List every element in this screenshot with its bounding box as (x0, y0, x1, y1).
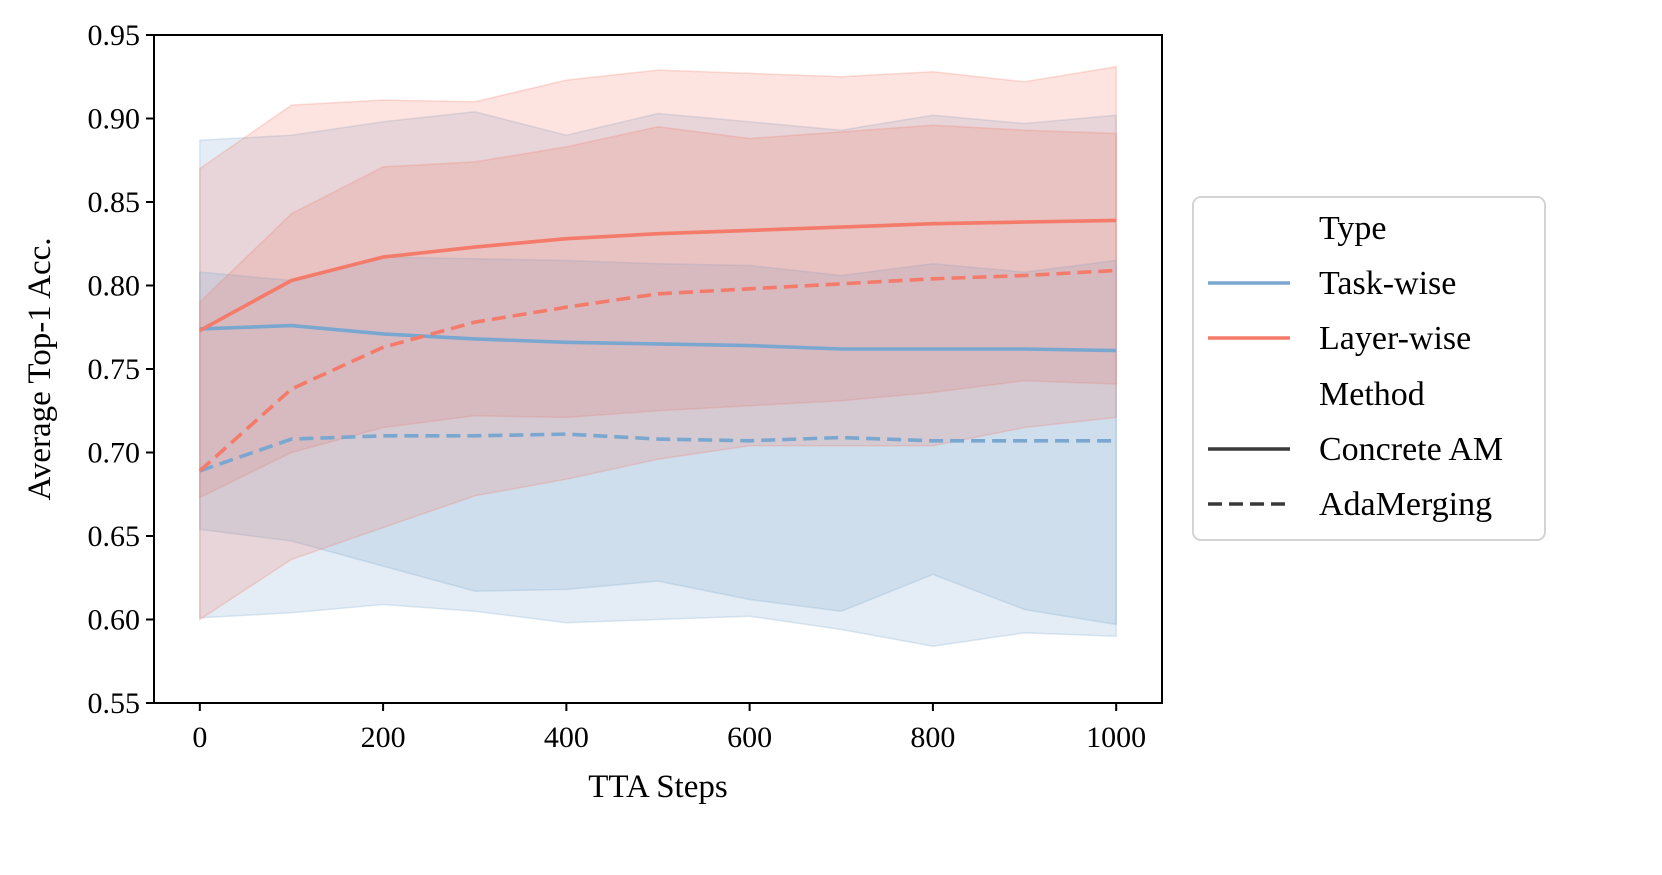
band-task-wise-concrete-am (199, 111, 1117, 626)
y-tick-label: 0.55 (88, 687, 141, 720)
y-tick-label: 0.80 (88, 270, 141, 303)
x-tick-label: 400 (544, 721, 589, 754)
y-axis: 0.55 0.60 0.65 0.70 0.75 0.80 0.85 0.90 0.95 (88, 19, 154, 720)
line-task-wise-adamerging (199, 432, 1117, 473)
series-lines (198, 218, 1117, 473)
y-tick-label: 0.90 (88, 103, 141, 136)
legend-heading-type: Type (1319, 210, 1387, 247)
y-tick-label: 0.60 (88, 604, 141, 637)
band-task-wise-adamerging (199, 256, 1117, 647)
y-axis-title: Average Top-1 Acc. (22, 237, 58, 500)
line-task-wise-concrete-am (199, 323, 1117, 353)
x-tick-label: 800 (910, 721, 955, 754)
x-tick-label: 1000 (1086, 721, 1146, 754)
y-tick-label: 0.70 (88, 437, 141, 470)
x-tick-label: 0 (192, 721, 207, 754)
line-layer-wise-adamerging (198, 268, 1117, 473)
x-axis-title: TTA Steps (588, 769, 727, 805)
y-tick-label: 0.75 (88, 353, 141, 386)
legend-label-adamerging: AdaMerging (1319, 486, 1492, 523)
x-axis: 0 200 400 600 800 1000 (192, 703, 1146, 754)
legend-heading-method: Method (1319, 376, 1425, 413)
band-layer-wise-concrete-am (199, 65, 1117, 499)
legend-label-layer-wise: Layer-wise (1319, 320, 1471, 357)
y-tick-label: 0.95 (88, 19, 141, 52)
legend-label-concrete-am: Concrete AM (1319, 431, 1503, 468)
legend-label-task-wise: Task-wise (1319, 265, 1456, 302)
line-layer-wise-concrete-am (198, 218, 1117, 333)
x-tick-label: 200 (361, 721, 406, 754)
band-layer-wise-adamerging (199, 124, 1117, 621)
x-tick-label: 600 (727, 721, 772, 754)
legend: Type Task-wise Layer-wise Method Concret… (1192, 196, 1546, 541)
y-tick-label: 0.65 (88, 520, 141, 553)
y-tick-label: 0.85 (88, 186, 141, 219)
confidence-bands (199, 65, 1117, 647)
